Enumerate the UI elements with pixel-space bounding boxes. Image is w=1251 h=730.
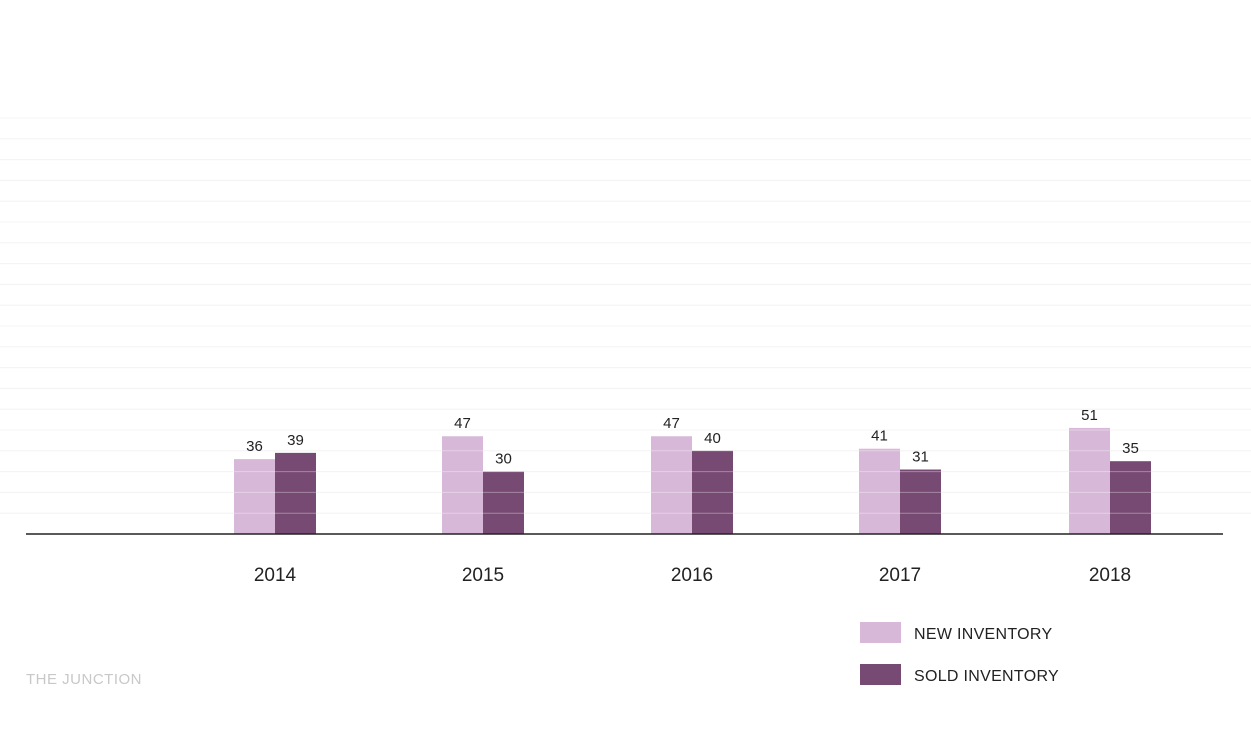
bar-value-label: 47 — [454, 415, 471, 432]
bar-sold-inventory — [483, 471, 524, 534]
bar-sold-inventory — [692, 450, 733, 534]
grid-overlay — [0, 117, 1251, 514]
x-tick-label: 2014 — [254, 565, 297, 586]
x-tick-label: 2018 — [1089, 565, 1131, 586]
legend-label: NEW INVENTORY — [914, 626, 1052, 643]
bar-value-label: 51 — [1081, 407, 1098, 424]
legend-swatch — [860, 664, 901, 685]
bar-value-label: 30 — [495, 451, 512, 468]
x-tick-label: 2017 — [879, 565, 921, 586]
bar-value-label: 35 — [1122, 440, 1139, 457]
bar-sold-inventory — [275, 452, 316, 534]
bar-value-label: 36 — [246, 438, 263, 455]
bar-new-inventory — [234, 459, 275, 534]
bar-sold-inventory — [900, 469, 941, 534]
x-tick-label: 2015 — [462, 565, 504, 586]
bar-value-label: 40 — [704, 430, 721, 447]
bar-value-label: 47 — [663, 415, 680, 432]
legend-label: SOLD INVENTORY — [914, 668, 1059, 685]
bar-value-label: 41 — [871, 428, 888, 445]
bar-value-labels: 36 39 47 30 47 40 41 31 51 35 — [246, 407, 1139, 468]
bar-new-inventory — [442, 436, 483, 534]
x-axis-tick-labels: 2014 2015 2016 2017 2018 — [254, 565, 1131, 586]
grid-lines — [0, 117, 1251, 514]
bar-value-label: 31 — [912, 449, 929, 466]
bar-new-inventory — [1069, 427, 1110, 534]
bar-value-label: 39 — [287, 432, 304, 449]
legend: NEW INVENTORY SOLD INVENTORY — [860, 622, 1059, 685]
brand-logo-text: THE JUNCTION — [26, 671, 142, 688]
bar-sold-inventory — [1110, 461, 1151, 534]
bar-new-inventory — [859, 448, 900, 534]
legend-swatch — [860, 622, 901, 643]
bar-new-inventory — [651, 436, 692, 534]
x-tick-label: 2016 — [671, 565, 713, 586]
bars — [0, 117, 1251, 534]
